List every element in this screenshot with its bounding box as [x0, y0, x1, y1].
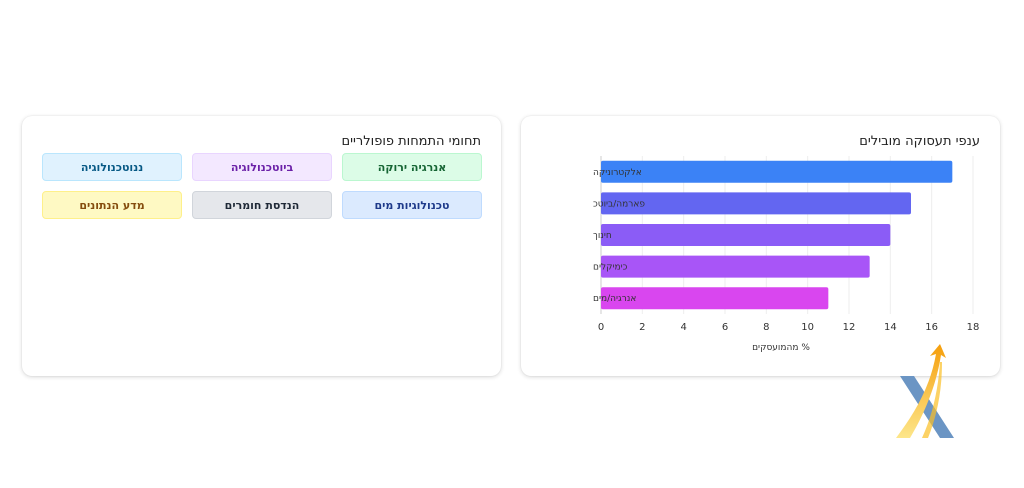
category-label: חינוך	[593, 231, 612, 241]
bar	[601, 224, 891, 246]
bar	[601, 192, 911, 215]
bar	[601, 287, 829, 310]
x-tick-label: 4	[680, 322, 686, 333]
x-tick-label: 2	[639, 322, 645, 333]
x-axis-title: % מהמועסקים	[752, 343, 810, 353]
x-tick-label: 14	[884, 322, 897, 333]
leading-industries-card: ענפי תעסוקה מובילים אלקטרוניקה פארמה/ביוט…	[521, 116, 1000, 376]
category-label: אלקטרוניקה	[593, 168, 642, 178]
x-tick-label: 0	[598, 322, 604, 333]
tag-materials-engineering[interactable]: הנדסת חומרים	[192, 191, 332, 219]
popular-specializations-title: תחומי התמחות פופולריים	[341, 134, 481, 149]
category-label: פארמה/ביוטכ	[593, 199, 645, 209]
x-tick-label: 18	[967, 322, 980, 333]
tag-data-science[interactable]: מדע הנתונים	[42, 191, 182, 219]
bar	[601, 160, 953, 183]
industries-bar-chart: אלקטרוניקה פארמה/ביוטכ חינוך כימיקלים אנרגיה…	[593, 156, 980, 353]
leading-industries-title: ענפי תעסוקה מובילים	[859, 134, 980, 149]
popular-specializations-card: תחומי התמחות פופולריים אנרגיה ירוקה ביוט…	[22, 116, 501, 376]
x-tick-label: 10	[801, 322, 814, 333]
x-tick-label: 16	[925, 322, 938, 333]
tag-biotechnology[interactable]: ביוטכנולוגיה	[192, 153, 332, 181]
x-tick-label: 6	[722, 322, 728, 333]
x-logo-icon	[896, 344, 954, 438]
tag-nanotechnology[interactable]: ננוטכנולוגיה	[42, 153, 182, 181]
x-tick-label: 12	[843, 322, 856, 333]
tag-green-energy[interactable]: אנרגיה ירוקה	[342, 153, 482, 181]
specialization-tags: אנרגיה ירוקה ביוטכנולוגיה ננוטכנולוגיה ט…	[41, 153, 482, 219]
category-label: כימיקלים	[593, 263, 628, 273]
category-label: אנרגיה/מים	[593, 294, 636, 304]
tag-water-technologies[interactable]: טכנולוגיות מים	[342, 191, 482, 219]
bar	[601, 255, 870, 278]
x-tick-label: 8	[763, 322, 769, 333]
